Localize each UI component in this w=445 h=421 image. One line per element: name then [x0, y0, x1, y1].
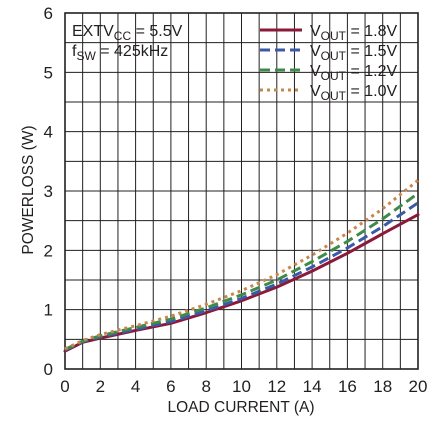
plot-frame	[64, 12, 419, 370]
x-tick-label: 4	[131, 377, 140, 396]
x-tick-label: 20	[409, 377, 428, 396]
grid	[65, 13, 418, 369]
x-tick-label: 16	[338, 377, 357, 396]
y-tick-label: 5	[44, 63, 53, 82]
x-tick-label: 6	[166, 377, 175, 396]
y-tick-label: 3	[44, 182, 53, 201]
annotation-line-0: EXTVCC = 5.5V	[72, 23, 183, 43]
x-tick-label: 8	[201, 377, 210, 396]
y-tick-label: 1	[44, 301, 53, 320]
x-tick-labels: 0 2 4 6 8 10 12 14 16 18 20	[60, 377, 427, 396]
legend-label-1: VOUT = 1.5V	[310, 43, 397, 63]
series-lines	[63, 179, 420, 353]
y-axis-title: POWERLOSS (W)	[20, 125, 37, 254]
x-tick-label: 14	[303, 377, 322, 396]
y-tick-labels: 0 1 2 3 4 5 6	[44, 4, 53, 379]
x-tick-label: 10	[232, 377, 251, 396]
annotation-line-1: fSW = 425kHz	[72, 43, 168, 63]
series-line-2	[64, 192, 419, 351]
x-axis-title: LOAD CURRENT (A)	[168, 399, 315, 416]
x-tick-label: 2	[96, 377, 105, 396]
y-tick-label: 0	[44, 360, 53, 379]
legend-label-0: VOUT = 1.8V	[310, 23, 397, 43]
y-tick-label: 2	[44, 241, 53, 260]
legend-label-3: VOUT = 1.0V	[310, 83, 397, 103]
y-tick-label: 6	[44, 4, 53, 23]
series-line-3	[64, 179, 419, 351]
x-tick-label: 0	[60, 377, 69, 396]
legend-label-2: VOUT = 1.2V	[310, 63, 397, 83]
x-tick-label: 18	[373, 377, 392, 396]
y-tick-label: 4	[44, 123, 53, 142]
x-tick-label: 12	[267, 377, 286, 396]
